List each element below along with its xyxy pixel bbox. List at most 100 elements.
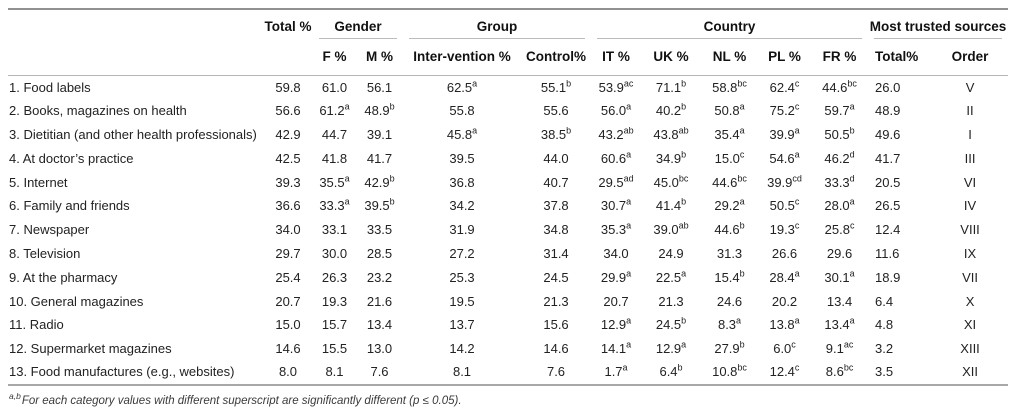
table-cell: 21.3 <box>543 293 569 309</box>
table-cell: 15.7 <box>321 317 348 333</box>
significance-superscript: ab <box>623 125 634 136</box>
table-cell: 13.0 <box>366 341 393 357</box>
table-cell: 56.0a <box>600 101 632 119</box>
table-cell: 58.8bc <box>712 78 747 95</box>
table-cell: 28.4a <box>769 268 800 285</box>
column-group-underline <box>874 38 1003 39</box>
significance-superscript: a <box>626 101 632 112</box>
table-cell: 24.5b <box>655 316 687 333</box>
table-cell: 8.0 <box>278 364 298 380</box>
table-cell: 39.9a <box>769 125 800 142</box>
significance-superscript: b <box>681 149 687 160</box>
significance-superscript: ab <box>678 125 689 136</box>
table-cell: 75.2c <box>769 101 800 119</box>
significance-superscript: a <box>681 339 687 350</box>
table-cell: 60.6a <box>600 149 632 166</box>
table-cell: 50.5c <box>769 197 800 214</box>
significance-superscript: bc <box>847 78 857 89</box>
significance-superscript: bc <box>737 363 747 374</box>
row-label: 12. Supermarket magazines <box>9 341 172 357</box>
table-cell: 20.5 <box>875 174 901 190</box>
table-cell: 35.5a <box>319 173 350 190</box>
significance-superscript: b <box>739 339 745 350</box>
table-cell: 62.4c <box>769 78 800 95</box>
table-cell: 39.5 <box>449 150 475 166</box>
table-cell: V <box>965 79 975 95</box>
table-cell: 36.8 <box>449 174 475 190</box>
table-row: 7. Newspaper 34.0 33.1 33.5 31.9 34.8 35.3a 39.… <box>8 218 1008 242</box>
table-cell: 6.0c <box>773 339 796 357</box>
significance-superscript: bc <box>737 78 747 89</box>
table-cell: 3.5 <box>875 364 894 380</box>
table-cell: 31.9 <box>449 222 475 238</box>
significance-superscript: a <box>472 125 478 136</box>
table-row: 11. Radio 15.0 15.7 13.4 13.7 15.6 12.9a 24.5b 8… <box>8 313 1008 337</box>
table-cell: 14.2 <box>449 341 475 357</box>
table-cell: 12.4c <box>769 363 800 380</box>
table-cell: 46.2d <box>824 149 855 166</box>
table-cell: IX <box>963 245 977 261</box>
table-cell: 22.5a <box>655 268 687 285</box>
table-cell: 11.6 <box>875 245 900 261</box>
significance-superscript: b <box>849 125 855 136</box>
significance-superscript: bc <box>843 363 854 374</box>
table-cell: 38.5b <box>540 125 572 142</box>
table-cell: X <box>965 293 975 309</box>
table-cell: I <box>968 126 972 142</box>
table-cell: 39.9cd <box>767 173 802 190</box>
significance-superscript: d <box>849 173 855 184</box>
significance-superscript: a <box>626 339 632 350</box>
table-cell: 30.7a <box>600 197 632 214</box>
column-header-blank <box>8 39 263 76</box>
significance-superscript: a <box>626 220 632 231</box>
significance-superscript: b <box>681 78 687 89</box>
significance-superscript: a <box>794 125 800 136</box>
column-header-inter-vention: Inter-vention % <box>403 39 522 76</box>
table-cell: 15.5 <box>321 341 348 357</box>
table-row: 5. Internet 39.3 35.5a 42.9b 36.8 40.7 29.5ad 4… <box>8 171 1008 195</box>
table-cell: 59.8 <box>275 79 301 95</box>
significance-superscript: a <box>849 316 855 327</box>
significance-superscript: b <box>681 101 687 112</box>
footnote-superscript: a,b <box>9 390 21 401</box>
table-cell: 8.1 <box>452 364 472 380</box>
table-cell: 41.4b <box>655 197 687 214</box>
significance-superscript: a <box>344 173 350 184</box>
table-cell: 44.6b <box>714 220 745 238</box>
table-row: 10. General magazines 20.7 19.3 21.6 19.5 21.… <box>8 290 1008 314</box>
table-cell: 34.0 <box>603 245 629 261</box>
significance-superscript: a <box>794 268 800 279</box>
table-cell: 25.3 <box>449 269 475 285</box>
table-cell: 34.9b <box>655 149 687 166</box>
table-cell: 15.0c <box>714 149 745 166</box>
column-group-underline <box>409 38 586 39</box>
column-header-nl: NL % <box>701 39 759 76</box>
table-cell: 13.4 <box>366 317 393 333</box>
table-cell: 15.0 <box>275 317 301 333</box>
table-row: 4. At doctor’s practice 42.5 41.8 41.7 39.5 4… <box>8 147 1008 171</box>
table-cell: IV <box>963 198 977 214</box>
table-row: 9. At the pharmacy 25.4 26.3 23.2 25.3 24.5 29… <box>8 266 1008 290</box>
table-cell: XI <box>963 317 977 333</box>
row-label: 2. Books, magazines on health <box>9 103 187 119</box>
table-cell: 61.2a <box>319 101 350 119</box>
significance-superscript: a <box>794 316 800 327</box>
significance-superscript: a <box>626 197 632 208</box>
table-cell: 8.6bc <box>825 363 854 380</box>
row-label: 5. Internet <box>9 174 68 190</box>
significance-superscript: b <box>681 197 687 208</box>
table-row: 3. Dietitian (and other health professio… <box>8 123 1008 147</box>
table-cell: 36.6 <box>275 198 301 214</box>
table-cell: 55.1b <box>540 78 572 95</box>
table-cell: 30.0 <box>321 245 348 261</box>
table-header: Total % Gender Group Country Most trusted so… <box>8 9 1009 76</box>
significance-superscript: c <box>739 149 745 160</box>
table-cell: 13.4a <box>824 316 855 333</box>
table-cell: VII <box>962 269 978 285</box>
header-group-row: Total % Gender Group Country Most trusted so… <box>8 9 1008 39</box>
table-cell: 25.4 <box>275 269 301 285</box>
significance-superscript: b <box>389 173 395 184</box>
significance-superscript: a <box>626 316 632 327</box>
table-cell: 25.8c <box>824 220 855 238</box>
